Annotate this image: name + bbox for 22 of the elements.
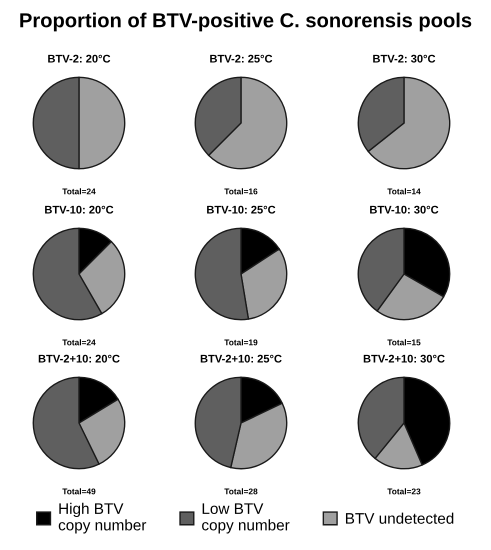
legend-label: Low BTV copy number bbox=[202, 503, 290, 534]
text: Total=24 bbox=[62, 188, 96, 194]
chart-title: BTV-2: 20°C bbox=[48, 54, 110, 63]
legend-label: High BTV copy number bbox=[58, 502, 146, 534]
chart-title: BTV-2+10: 20°C bbox=[38, 354, 120, 363]
text: Total=16 bbox=[224, 188, 258, 194]
chart-title: BTV-2+10: 25°C bbox=[200, 354, 282, 363]
chart-title: BTV-2+10: 30°C bbox=[364, 354, 445, 363]
text: Total=49 bbox=[62, 488, 96, 494]
chart-title: BTV-10: 20°C bbox=[45, 206, 114, 214]
text: Total=14 bbox=[387, 188, 421, 194]
text: Total=19 bbox=[224, 339, 258, 346]
text: Total=15 bbox=[387, 339, 420, 346]
chart-title: BTV-2: 30°C bbox=[373, 54, 436, 63]
legend-label: BTV undetected bbox=[346, 512, 454, 524]
text: Total=24 bbox=[62, 339, 96, 346]
chart-title: BTV-10: 30°C bbox=[370, 206, 438, 214]
chart-title: BTV-10: 25°C bbox=[207, 206, 276, 214]
text: Total=28 bbox=[224, 488, 258, 494]
text: Proportion of BTV-positive C. sonorensis pools bbox=[20, 12, 472, 32]
chart-title: BTV-2: 25°C bbox=[210, 54, 272, 63]
text: Total=23 bbox=[387, 488, 420, 494]
